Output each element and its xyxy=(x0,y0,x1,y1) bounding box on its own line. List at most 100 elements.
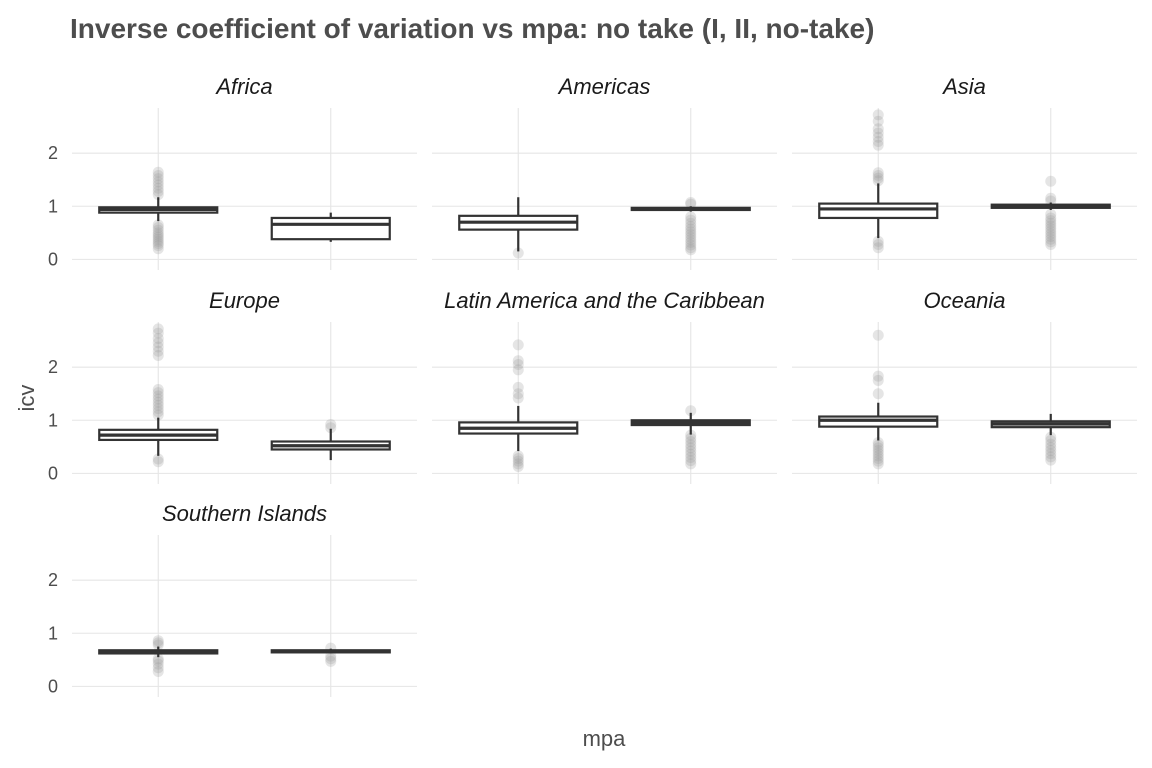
chart-title: Inverse coefficient of variation vs mpa:… xyxy=(70,13,874,44)
outlier-point xyxy=(685,223,697,235)
outlier-point xyxy=(872,439,884,451)
outlier-point xyxy=(512,455,524,467)
outlier-point xyxy=(512,339,524,351)
outlier-point xyxy=(512,358,524,370)
outlier-point xyxy=(872,167,884,179)
outlier-point xyxy=(152,655,164,667)
outlier-point xyxy=(512,392,524,404)
outlier-point xyxy=(152,658,164,670)
outlier-point xyxy=(152,229,164,241)
outlier-point xyxy=(685,451,697,463)
outlier-point xyxy=(152,453,164,465)
outlier-point xyxy=(685,239,697,251)
y-tick-label: 0 xyxy=(48,249,58,269)
outlier-point xyxy=(1045,434,1057,446)
outlier-point xyxy=(512,381,524,393)
facet-label-oceania: Oceania xyxy=(924,288,1006,313)
outlier-point xyxy=(152,403,164,415)
outlier-point xyxy=(512,355,524,367)
outlier-point xyxy=(152,383,164,395)
outlier-point xyxy=(152,639,164,651)
outlier-point xyxy=(1045,236,1057,248)
outlier-point xyxy=(325,419,337,431)
outlier-point xyxy=(872,235,884,247)
box-americas-true xyxy=(630,197,751,256)
outlier-point xyxy=(152,235,164,247)
outlier-point xyxy=(152,173,164,185)
outlier-point xyxy=(685,211,697,223)
outlier-point xyxy=(685,455,697,467)
outlier-point xyxy=(1045,217,1057,229)
facet-label-africa: Africa xyxy=(214,74,272,99)
y-tick-label: 0 xyxy=(48,676,58,696)
outlier-point xyxy=(152,337,164,349)
outlier-point xyxy=(685,448,697,460)
box-europe-false xyxy=(98,323,219,468)
outlier-point xyxy=(512,364,524,376)
outlier-point xyxy=(152,227,164,239)
outlier-point xyxy=(1045,208,1057,220)
outlier-point xyxy=(872,115,884,127)
facet-label-europe: Europe xyxy=(209,288,280,313)
outlier-point xyxy=(685,405,697,417)
outlier-point xyxy=(152,332,164,344)
outlier-point xyxy=(872,329,884,341)
outlier-point xyxy=(152,409,164,421)
outlier-point xyxy=(152,222,164,234)
outlier-point xyxy=(512,450,524,462)
outlier-point xyxy=(152,224,164,236)
facet-label-southern-islands: Southern Islands xyxy=(162,501,327,526)
y-tick-label: 1 xyxy=(48,623,58,643)
outlier-point xyxy=(1045,441,1057,453)
box-oceania-false xyxy=(818,329,939,470)
facet-africa: Africa 0 1 2 xyxy=(48,74,417,270)
box-oceania-true xyxy=(990,413,1111,466)
outlier-point xyxy=(685,429,697,441)
outlier-point xyxy=(1045,175,1057,187)
facet-southern-islands: Southern Islands 0 1 2 xyxy=(48,501,417,697)
outlier-point xyxy=(1045,454,1057,466)
y-tick-label: 0 xyxy=(48,463,58,483)
outlier-point xyxy=(152,637,164,649)
outlier-point xyxy=(152,166,164,178)
facet-label-asia: Asia xyxy=(941,74,986,99)
outlier-point xyxy=(685,436,697,448)
facet-latin-america-and-the-caribbean: Latin America and the Caribbean xyxy=(432,288,777,484)
outlier-point xyxy=(685,458,697,470)
outlier-point xyxy=(1045,438,1057,450)
outlier-point xyxy=(152,323,164,335)
outlier-point xyxy=(685,242,697,254)
box-africa-true xyxy=(270,212,391,242)
facet-label-latin-america-and-the-caribbean: Latin America and the Caribbean xyxy=(444,288,765,313)
outlier-point xyxy=(1045,239,1057,251)
box-iqr xyxy=(270,216,391,241)
outlier-point xyxy=(1045,451,1057,463)
outlier-point xyxy=(1045,220,1057,232)
y-tick-label: 1 xyxy=(48,410,58,430)
facet-oceania: Oceania xyxy=(792,288,1137,484)
y-axis-title: icv xyxy=(14,385,39,412)
outlier-point xyxy=(872,458,884,470)
outlier-point xyxy=(872,442,884,454)
outlier-point xyxy=(152,393,164,405)
facet-americas: Americas xyxy=(432,74,777,270)
outlier-point xyxy=(872,123,884,135)
outlier-point xyxy=(685,231,697,243)
outlier-point xyxy=(1045,445,1057,457)
y-tick-label: 2 xyxy=(48,570,58,590)
outlier-point xyxy=(872,374,884,386)
outlier-point xyxy=(152,179,164,191)
outlier-point xyxy=(872,455,884,467)
outlier-point xyxy=(325,655,337,667)
y-tick-label: 1 xyxy=(48,196,58,216)
box-africa-false xyxy=(98,166,219,255)
outlier-point xyxy=(872,127,884,139)
outlier-point xyxy=(685,432,697,444)
outlier-point xyxy=(1045,225,1057,237)
outlier-point xyxy=(152,396,164,408)
y-tick-label: 2 xyxy=(48,143,58,163)
outlier-point xyxy=(152,182,164,194)
outlier-point xyxy=(872,139,884,151)
outlier-point xyxy=(152,327,164,339)
